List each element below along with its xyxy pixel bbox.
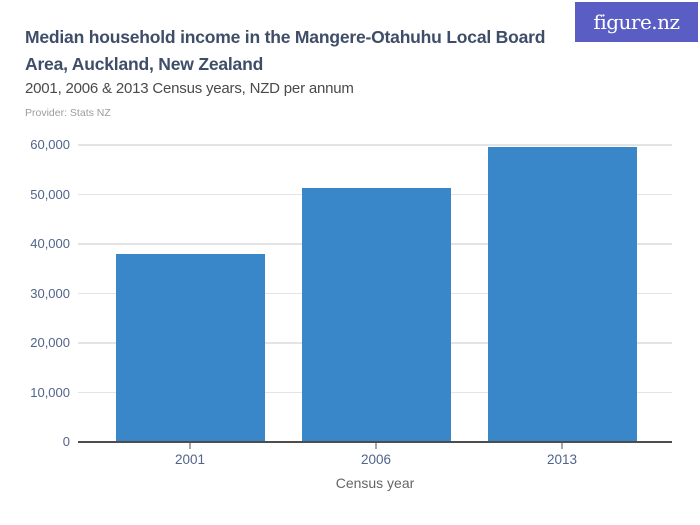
chart-subtitle: 2001, 2006 & 2013 Census years, NZD per …: [25, 80, 354, 97]
x-tick-mark: [561, 443, 563, 449]
y-tick-label: 0: [62, 434, 70, 449]
x-tick-mark: [375, 443, 377, 449]
x-tick-label: 2001: [174, 452, 206, 467]
x-tick-mark: [189, 443, 191, 449]
chart-title-line-2: Area, Auckland, New Zealand: [25, 54, 264, 74]
bar-2001: [115, 253, 265, 442]
x-axis-title: Census year: [335, 475, 415, 491]
y-tick-label: 30,000: [30, 285, 70, 301]
gridline: [78, 144, 672, 146]
bar-2006: [301, 187, 451, 442]
y-tick-label: 40,000: [30, 236, 70, 251]
y-tick-label: 50,000: [30, 186, 70, 202]
x-tick-label: 2006: [360, 452, 392, 467]
chart-title: Median household income in the Mangere-O…: [25, 24, 577, 78]
y-tick-label: 60,000: [30, 137, 70, 152]
figure-nz-logo-text: figure.nz: [593, 10, 680, 34]
figure-nz-logo[interactable]: figure.nz: [575, 2, 698, 42]
y-tick-label: 10,000: [30, 384, 70, 400]
chart-title-line-1: Median household income in the Mangere-O…: [25, 27, 546, 47]
x-tick-label: 2013: [546, 452, 578, 467]
provider-label: Provider: Stats NZ: [25, 107, 111, 119]
x-axis-line: [78, 441, 672, 443]
y-tick-label: 20,000: [30, 335, 70, 350]
bar-2013: [487, 146, 637, 442]
